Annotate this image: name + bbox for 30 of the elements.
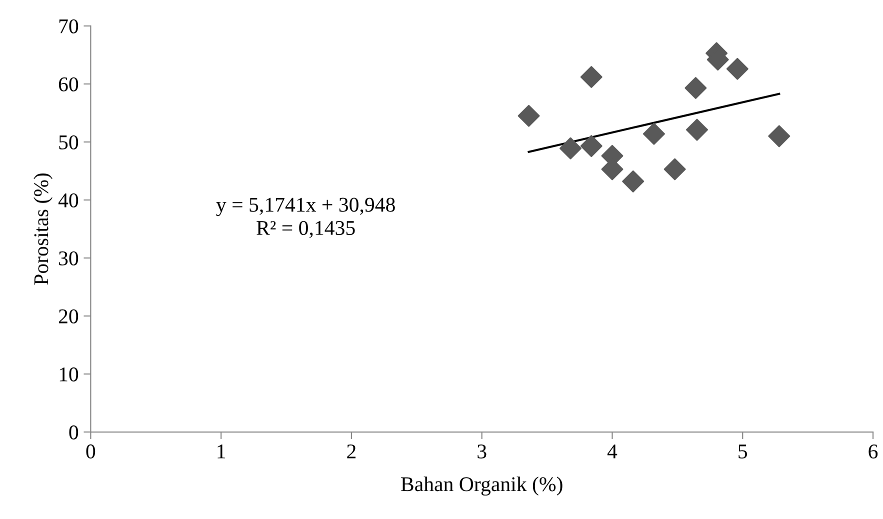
- x-axis-title: Bahan Organik (%): [401, 476, 562, 496]
- y-tick-label: 0: [69, 425, 78, 440]
- x-tick-label: 6: [868, 444, 878, 458]
- point: [580, 66, 602, 88]
- y-tick-label: 10: [60, 367, 78, 382]
- point: [664, 158, 686, 180]
- y-axis-title: Porositas (%): [34, 173, 52, 285]
- x-tick-label: 1: [218, 444, 226, 458]
- y-tick-label: 40: [58, 193, 78, 208]
- point: [768, 125, 790, 148]
- y-tick-label: 70: [59, 19, 78, 34]
- point: [642, 122, 665, 145]
- x-tick-label: 4: [607, 444, 618, 458]
- point: [518, 104, 540, 127]
- y-tick-label: 50: [59, 135, 78, 150]
- point: [684, 77, 707, 100]
- annotation: y = 5,1741x + 30,948: [216, 198, 395, 216]
- y-tick-label: 20: [58, 309, 78, 324]
- y-tick-label: 30: [59, 251, 78, 266]
- x-tick-label: 3: [478, 444, 486, 458]
- point: [686, 118, 708, 141]
- point: [560, 137, 582, 160]
- x-tick-label: 0: [86, 444, 96, 458]
- x-tick-label: 5: [738, 444, 748, 458]
- point: [726, 58, 748, 80]
- point: [580, 135, 602, 158]
- y-tick-label: 60: [58, 77, 78, 92]
- annotation: R² = 0,1435: [256, 220, 355, 238]
- x-tick-label: 2: [347, 444, 356, 458]
- point: [622, 170, 644, 192]
